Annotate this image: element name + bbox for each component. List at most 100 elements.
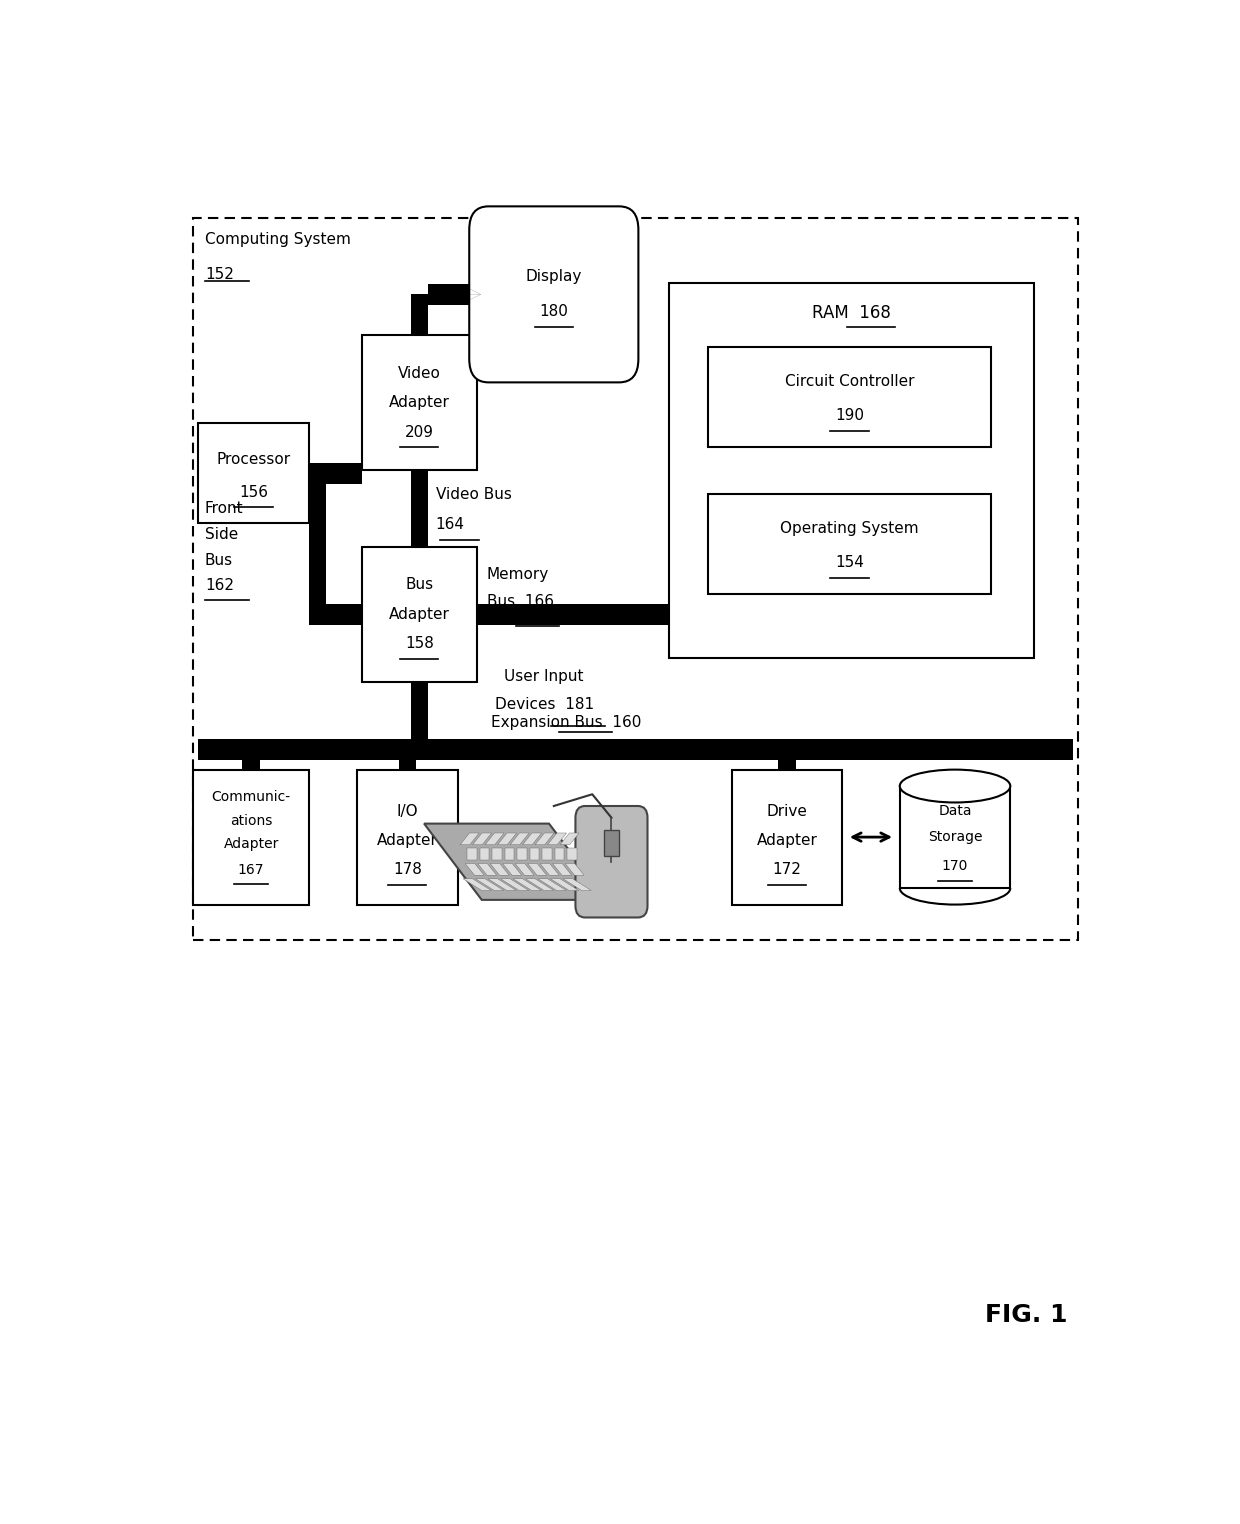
Polygon shape — [463, 879, 491, 890]
Bar — [309, 463, 326, 625]
Text: Adapter: Adapter — [377, 834, 438, 849]
Bar — [193, 218, 1078, 940]
Text: RAM  168: RAM 168 — [812, 303, 892, 322]
Polygon shape — [492, 849, 502, 860]
Bar — [670, 282, 1034, 658]
Polygon shape — [536, 834, 554, 844]
Bar — [198, 739, 1073, 760]
Polygon shape — [542, 849, 552, 860]
Bar — [477, 604, 670, 625]
Text: Adapter: Adapter — [756, 834, 817, 849]
Polygon shape — [472, 834, 491, 844]
Text: Adapter: Adapter — [223, 837, 279, 850]
Polygon shape — [505, 849, 515, 860]
Text: 172: 172 — [773, 863, 801, 878]
Polygon shape — [515, 864, 534, 875]
Polygon shape — [510, 834, 529, 844]
Polygon shape — [485, 834, 505, 844]
Text: User Input: User Input — [505, 669, 584, 684]
Polygon shape — [548, 834, 567, 844]
Text: Storage: Storage — [928, 831, 982, 844]
Bar — [779, 760, 796, 770]
Bar — [398, 760, 415, 770]
Bar — [732, 770, 842, 905]
Text: Adapter: Adapter — [389, 395, 450, 410]
Text: Bus: Bus — [405, 578, 433, 593]
Polygon shape — [502, 864, 522, 875]
Polygon shape — [513, 879, 542, 890]
Bar — [193, 770, 309, 905]
Text: Adapter: Adapter — [389, 607, 450, 622]
Text: 180: 180 — [539, 305, 568, 320]
Bar — [708, 494, 991, 593]
Polygon shape — [529, 849, 539, 860]
Text: 154: 154 — [835, 555, 864, 570]
Polygon shape — [497, 834, 517, 844]
Polygon shape — [465, 864, 484, 875]
Text: Communic-: Communic- — [212, 791, 290, 805]
Polygon shape — [477, 864, 497, 875]
Polygon shape — [501, 879, 528, 890]
Bar — [309, 463, 362, 485]
Text: FIG. 1: FIG. 1 — [986, 1303, 1068, 1327]
Text: Circuit Controller: Circuit Controller — [785, 375, 914, 389]
Text: 156: 156 — [239, 485, 268, 500]
Text: Bus  166: Bus 166 — [486, 594, 553, 608]
Polygon shape — [475, 879, 503, 890]
Ellipse shape — [900, 770, 1011, 803]
Polygon shape — [567, 849, 577, 860]
Text: Processor: Processor — [217, 451, 290, 466]
Polygon shape — [526, 879, 554, 890]
Bar — [604, 831, 619, 856]
Polygon shape — [467, 849, 477, 860]
Text: Side: Side — [205, 527, 238, 543]
Bar — [326, 604, 362, 625]
Polygon shape — [565, 864, 584, 875]
Polygon shape — [522, 834, 542, 844]
Polygon shape — [551, 879, 579, 890]
Polygon shape — [563, 879, 591, 890]
Polygon shape — [490, 864, 510, 875]
Bar — [410, 294, 428, 335]
Bar — [900, 786, 1011, 888]
Polygon shape — [538, 879, 567, 890]
Polygon shape — [560, 834, 579, 844]
Text: I/O: I/O — [397, 803, 418, 818]
Text: Expansion Bus  160: Expansion Bus 160 — [491, 715, 642, 730]
Text: Display: Display — [526, 270, 582, 285]
Bar — [410, 681, 428, 739]
Polygon shape — [554, 849, 564, 860]
Text: 178: 178 — [393, 863, 422, 878]
Text: 152: 152 — [205, 267, 234, 282]
Text: 158: 158 — [404, 636, 434, 651]
Polygon shape — [489, 879, 516, 890]
Text: Devices  181: Devices 181 — [495, 696, 594, 712]
Bar — [357, 770, 458, 905]
Polygon shape — [460, 834, 479, 844]
Bar — [198, 424, 309, 523]
Text: 164: 164 — [435, 518, 465, 532]
Bar — [428, 283, 469, 305]
Text: 167: 167 — [238, 863, 264, 876]
Text: Video Bus: Video Bus — [435, 488, 511, 501]
Text: 162: 162 — [205, 579, 234, 593]
Text: Bus: Bus — [205, 553, 233, 567]
Polygon shape — [424, 823, 606, 899]
Text: Video: Video — [398, 366, 440, 381]
FancyBboxPatch shape — [469, 206, 639, 383]
FancyBboxPatch shape — [575, 806, 647, 917]
Text: Computing System: Computing System — [205, 232, 351, 247]
Text: Memory: Memory — [486, 567, 549, 582]
Text: 170: 170 — [942, 860, 968, 873]
Bar — [708, 347, 991, 447]
Polygon shape — [517, 849, 527, 860]
Bar — [243, 760, 259, 770]
Polygon shape — [528, 864, 547, 875]
Bar — [410, 471, 428, 547]
Bar — [362, 335, 477, 471]
Text: 190: 190 — [835, 408, 864, 424]
Polygon shape — [541, 864, 559, 875]
Text: 209: 209 — [404, 425, 434, 440]
Text: Front: Front — [205, 501, 243, 517]
Text: ations: ations — [229, 814, 273, 828]
